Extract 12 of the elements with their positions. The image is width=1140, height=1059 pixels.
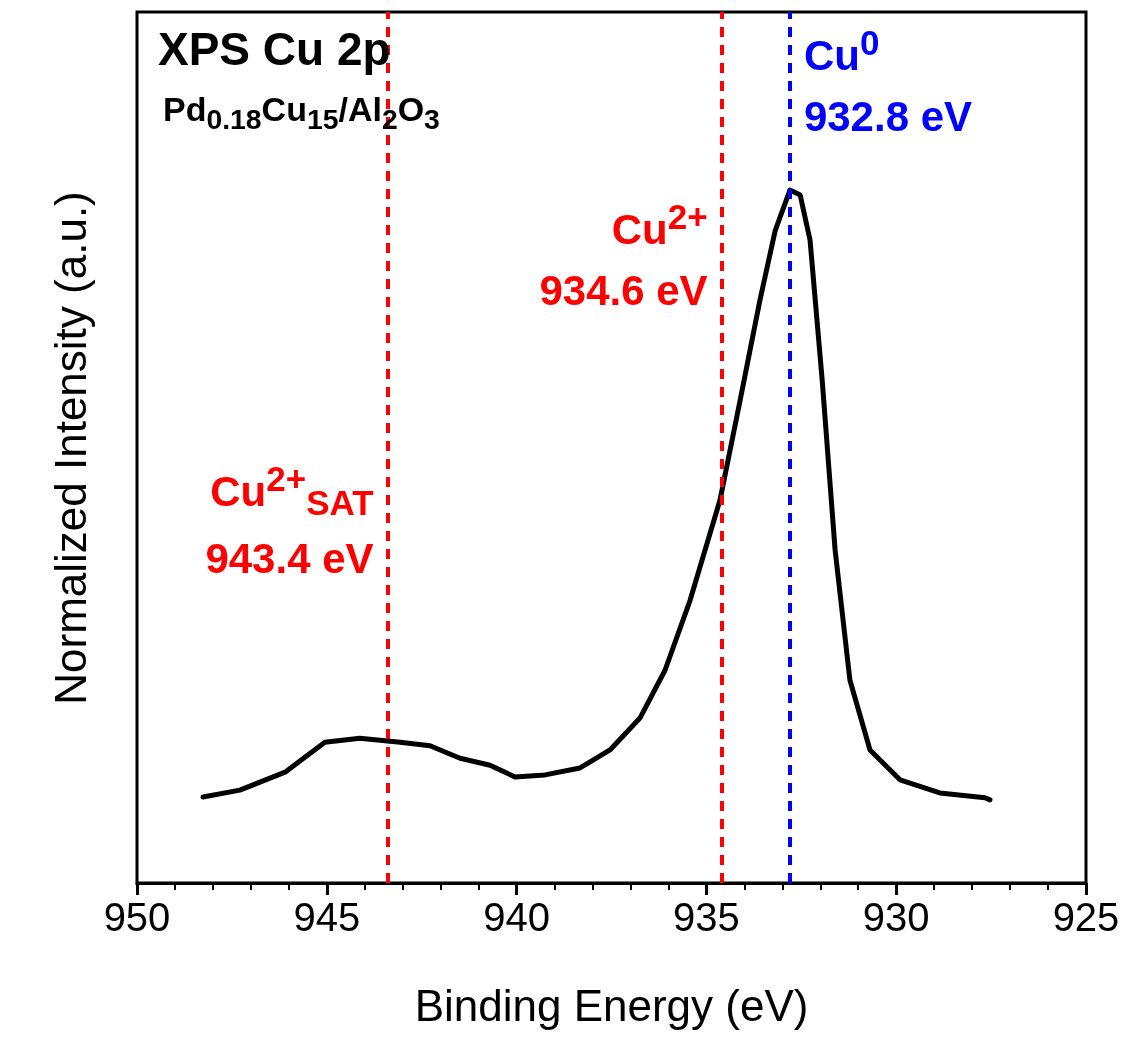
chart-title: XPS Cu 2p xyxy=(158,22,391,76)
x-tick-label: 935 xyxy=(673,895,740,939)
ref-line-label: Cu$^{0}$ 932.8 eV xyxy=(803,22,973,142)
x-tick-label: 940 xyxy=(483,895,550,939)
ref-line-label: Cu$^{2+}$ 934.6 eV xyxy=(539,196,708,317)
x-tick-label: 950 xyxy=(103,895,171,939)
x-tick-label: 925 xyxy=(1052,895,1120,939)
x-tick-label: 930 xyxy=(862,895,930,939)
chart-subtitle: Pd$_{0.18}$Cu$_{15}$/Al$_{2}$O$_{3}$ xyxy=(163,90,440,136)
x-axis-title: Binding Energy (eV) xyxy=(414,980,809,1030)
y-axis-title: Normalized Intensity (a.u.) xyxy=(45,190,96,705)
x-tick-label: 945 xyxy=(293,895,361,939)
